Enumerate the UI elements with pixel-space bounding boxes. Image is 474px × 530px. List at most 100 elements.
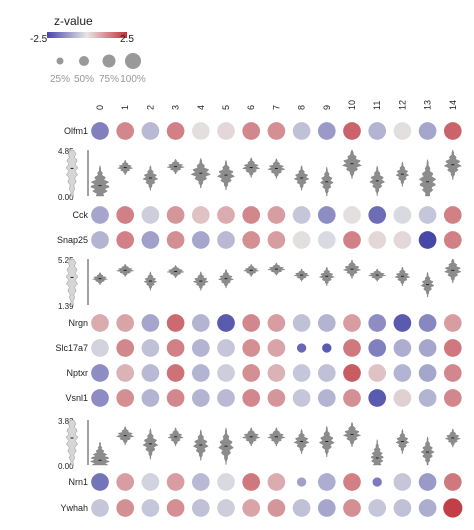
column-label: 8 xyxy=(297,105,307,110)
dot-snap25-1 xyxy=(116,231,135,249)
column-label: 13 xyxy=(423,100,433,110)
dot-olfm1-12 xyxy=(393,122,412,140)
dot-nrn1-9 xyxy=(317,473,336,491)
dot-olfm1-6 xyxy=(242,122,261,140)
dot-snap25-10 xyxy=(343,231,361,249)
dot-slc17a7-4 xyxy=(191,339,210,357)
violin-reference xyxy=(65,419,79,466)
dot-nrgn-3 xyxy=(166,314,185,332)
column-label: 11 xyxy=(372,101,382,110)
dot-nrn1-11 xyxy=(372,477,382,487)
violin-reference xyxy=(65,149,79,197)
dot-slc17a7-0 xyxy=(91,339,109,357)
column-label: 9 xyxy=(322,105,332,110)
row-label-nptxr: Nptxr xyxy=(66,368,88,378)
dot-ywhah-0 xyxy=(91,499,109,517)
dot-cck-6 xyxy=(242,206,261,224)
dot-nptxr-2 xyxy=(141,364,160,382)
dot-nrn1-8 xyxy=(296,477,307,487)
dot-nptxr-7 xyxy=(267,364,286,382)
dot-cck-3 xyxy=(166,206,185,224)
dot-vsnl1-3 xyxy=(166,389,185,407)
dot-olfm1-0 xyxy=(91,122,109,140)
dot-nrn1-1 xyxy=(116,473,135,491)
dot-cck-0 xyxy=(91,206,109,224)
dot-cck-10 xyxy=(343,206,361,224)
dot-nrgn-11 xyxy=(368,314,387,332)
dot-nrn1-14 xyxy=(443,473,462,491)
dot-nptxr-0 xyxy=(91,364,109,382)
dot-cck-2 xyxy=(141,206,160,224)
dot-nrgn-7 xyxy=(267,314,286,332)
dot-cck-4 xyxy=(191,206,210,224)
dot-nptxr-9 xyxy=(317,364,336,382)
dot-nrn1-13 xyxy=(418,473,437,491)
dot-ywhah-14 xyxy=(443,498,463,518)
dot-ywhah-1 xyxy=(116,499,135,517)
column-labels: 0 1 2 3 4 5 6 7 8 9 10 11 12 13 14 xyxy=(95,100,458,110)
dot-slc17a7-2 xyxy=(141,339,160,357)
dot-cck-7 xyxy=(267,206,286,224)
column-label: 4 xyxy=(196,105,206,110)
dot-olfm1-1 xyxy=(116,122,135,140)
violin-ymin-label: 1.39 xyxy=(58,302,74,311)
dot-ywhah-5 xyxy=(217,499,235,517)
dot-ywhah-4 xyxy=(191,499,210,517)
dot-ywhah-3 xyxy=(166,499,185,517)
dot-nptxr-5 xyxy=(217,364,235,382)
size-legend-dot xyxy=(102,54,116,68)
legend: z-value -2.5 2.5 25% 50% 75% 100% xyxy=(30,14,146,85)
dot-vsnl1-0 xyxy=(91,389,109,407)
size-legend-dot xyxy=(79,56,89,66)
legend-title: z-value xyxy=(54,14,93,28)
dot-cck-9 xyxy=(317,206,336,224)
dot-olfm1-13 xyxy=(418,122,437,140)
dot-grid xyxy=(91,122,463,518)
violin-col-13 xyxy=(418,159,437,197)
dot-cck-13 xyxy=(418,206,437,224)
dot-nrgn-1 xyxy=(116,314,135,332)
dot-cck-11 xyxy=(368,206,387,224)
row-label-nrgn: Nrgn xyxy=(68,318,88,328)
column-label: 2 xyxy=(145,105,155,110)
dot-vsnl1-1 xyxy=(116,389,135,407)
violin-reference xyxy=(65,258,79,306)
dot-vsnl1-2 xyxy=(141,389,160,407)
dot-vsnl1-7 xyxy=(267,389,286,407)
dot-slc17a7-1 xyxy=(116,339,135,357)
dot-olfm1-10 xyxy=(343,122,361,140)
dot-nptxr-3 xyxy=(166,364,185,382)
violin-col-0 xyxy=(90,165,110,197)
dot-nrn1-10 xyxy=(343,473,361,491)
legend-max-label: 2.5 xyxy=(120,34,134,45)
dot-slc17a7-14 xyxy=(443,339,462,357)
row-label-nrn1: Nrn1 xyxy=(68,477,88,487)
dot-nrgn-5 xyxy=(217,314,235,332)
row-label-vsnl1: Vsnl1 xyxy=(65,393,88,403)
dot-nptxr-1 xyxy=(116,364,135,382)
dot-snap25-9 xyxy=(317,231,336,249)
dot-ywhah-13 xyxy=(418,499,437,517)
dot-vsnl1-12 xyxy=(393,389,412,407)
column-label: 14 xyxy=(448,100,458,110)
dot-vsnl1-10 xyxy=(343,389,361,407)
dot-ywhah-7 xyxy=(267,499,286,517)
dot-nrgn-12 xyxy=(393,314,412,332)
violin-col-13 xyxy=(420,436,435,466)
dot-nptxr-11 xyxy=(368,364,387,382)
violin-ymin-label: 0.00 xyxy=(58,462,74,471)
dot-nptxr-10 xyxy=(343,364,361,382)
dot-nrn1-3 xyxy=(166,473,185,491)
dot-olfm1-4 xyxy=(191,122,210,140)
dot-nrn1-4 xyxy=(191,473,210,491)
violin-ymax-label: 5.25 xyxy=(58,256,74,265)
dot-vsnl1-14 xyxy=(443,389,462,407)
dot-slc17a7-3 xyxy=(166,339,185,357)
dot-vsnl1-8 xyxy=(292,389,311,407)
dot-ywhah-2 xyxy=(141,499,160,517)
dot-slc17a7-10 xyxy=(343,339,361,357)
dot-snap25-3 xyxy=(166,231,185,249)
violin-ymax-label: 3.83 xyxy=(58,417,74,426)
dot-ywhah-10 xyxy=(343,499,361,517)
